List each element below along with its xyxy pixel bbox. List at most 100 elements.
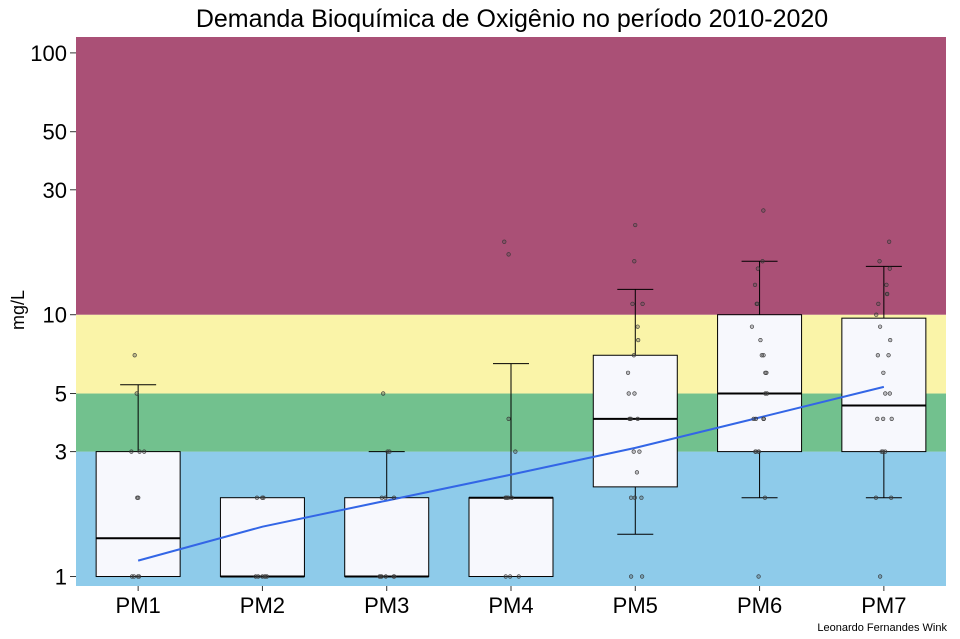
data-point [506,416,511,421]
data-point [627,416,632,421]
x-tick-label: PM4 [488,593,533,618]
data-point [260,495,265,500]
box-body [344,497,430,578]
data-point [263,574,268,579]
caption: Leonardo Fernandes Wink [817,622,947,634]
data-point [625,370,631,375]
data-point [383,495,388,500]
data-point [883,391,888,396]
x-tick-label: PM2 [240,593,285,618]
x-tick-label: PM3 [364,593,409,618]
data-point [136,495,141,500]
data-point [631,353,636,358]
y-tick-label: 100 [30,41,67,66]
band-3 [76,37,946,315]
data-point [752,282,758,287]
box-PM1 [95,384,181,578]
box-PM3 [344,451,430,578]
y-tick-label: 30 [43,178,67,203]
box-body [219,497,305,578]
data-point [134,391,139,396]
data-point [889,416,894,421]
data-point [635,324,640,329]
data-point [763,370,768,375]
data-point [391,495,397,500]
data-point [755,266,760,271]
data-point [640,574,645,579]
box-body [592,354,678,488]
data-point [378,574,383,579]
box-PM7 [841,265,927,499]
data-point [881,416,886,421]
data-point [764,391,770,396]
y-tick-label: 3 [55,440,67,465]
data-point [509,495,514,500]
data-point [888,337,893,343]
y-tick-label: 1 [55,565,67,590]
x-tick-label: PM1 [116,593,161,618]
data-points [129,208,894,579]
data-point [634,470,640,475]
y-tick-label: 50 [43,120,67,145]
data-point [383,574,388,579]
box-PM2 [219,497,305,578]
data-point [878,574,883,579]
data-point [135,574,141,579]
data-point [874,312,879,317]
y-tick-label: 10 [43,303,67,328]
data-point [873,495,879,500]
data-point [503,495,508,500]
data-point [508,574,513,579]
data-point [626,391,631,396]
data-point [132,353,137,358]
data-point [628,416,633,421]
data-point [759,353,764,358]
data-point [637,449,642,454]
x-tick-label: PM6 [737,593,782,618]
data-point [756,449,761,454]
data-point [632,495,637,500]
data-point [749,324,755,329]
data-point [875,353,880,358]
data-point [762,495,768,500]
y-axis-label: mg/L [8,290,28,330]
data-point [761,416,766,421]
data-point [137,449,142,454]
data-point [884,282,889,287]
box-body [95,451,181,578]
data-point [887,239,892,244]
y-axis: 1 3 5 10 30 50 100 [30,41,76,590]
trend-line [137,385,885,562]
data-point [513,449,518,454]
data-point [387,449,392,454]
data-point [633,222,638,228]
data-point [877,259,882,264]
data-point [632,259,637,264]
data-point [753,416,758,421]
data-point [142,449,147,454]
box-series [95,260,927,578]
data-point [640,301,645,306]
data-point [876,301,881,306]
data-point [875,416,880,421]
data-point [886,353,891,358]
data-point [887,266,892,271]
box-PM4 [468,363,554,578]
data-point [129,449,134,454]
data-point [636,337,641,343]
data-point [629,574,634,579]
x-tick-label: PM5 [613,593,658,618]
data-point [753,449,758,454]
box-body [717,314,803,453]
data-point [884,291,890,297]
x-axis: PM1 PM2 PM3 PM4 PM5 PM6 PM7 [116,586,906,618]
data-point [760,259,765,264]
data-point [887,391,892,396]
chart-title: Demanda Bioquímica de Oxigênio no períod… [196,5,828,33]
data-point [392,574,397,579]
y-tick-label: 5 [55,382,67,407]
data-point [877,324,883,329]
data-point [379,495,384,500]
box-PM6 [717,260,803,499]
